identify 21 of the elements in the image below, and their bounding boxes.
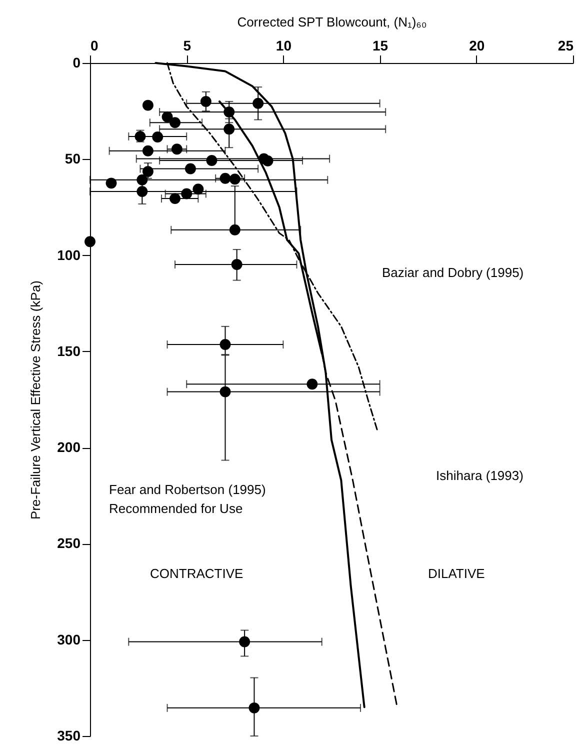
annotation: CONTRACTIVE (150, 566, 244, 581)
annotation: Ishihara (1993) (436, 468, 524, 483)
y-axis-title: Pre-Failure Vertical Effective Stress (kPa) (28, 280, 44, 520)
y-tick-label: 250 (57, 535, 81, 552)
annotation: DILATIVE (428, 566, 486, 581)
y-tick-label: 350 (57, 728, 81, 744)
y-tick-label: 50 (64, 150, 81, 167)
x-tick-label: 15 (372, 38, 388, 54)
y-tick-label: 200 (57, 439, 81, 456)
x-axis-title: Corrected SPT Blowcount, (N₁)₆₀ (237, 14, 427, 30)
x-tick-label: 10 (276, 38, 292, 54)
x-tick-label: 0 (90, 38, 98, 54)
x-tick-label: 5 (183, 38, 192, 54)
x-tick-label: 25 (558, 38, 574, 54)
annotation: Baziar and Dobry (1995) (382, 265, 524, 280)
x-tick-label: 20 (469, 38, 485, 54)
y-tick-label: 0 (72, 54, 81, 70)
y-tick-label: 150 (57, 342, 81, 359)
y-tick-label: 100 (57, 246, 81, 263)
y-tick-label: 300 (57, 631, 81, 648)
annotation: Fear and Robertson (1995) Recommended for Use (109, 482, 266, 516)
